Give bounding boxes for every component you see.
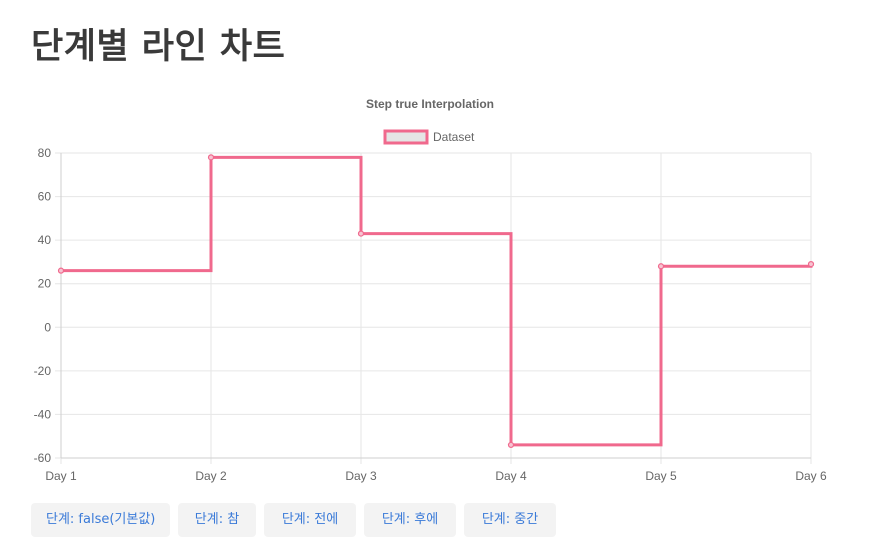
x-tick-label: Day 3 bbox=[345, 469, 377, 483]
data-point bbox=[807, 261, 815, 268]
series-line bbox=[61, 155, 813, 447]
x-tick-label: Day 6 bbox=[795, 469, 827, 483]
step-true-button[interactable]: 단계: 참 bbox=[178, 503, 256, 537]
data-point bbox=[57, 267, 65, 274]
x-tick-label: Day 2 bbox=[195, 469, 227, 483]
step-middle-button[interactable]: 단계: 중간 bbox=[464, 503, 556, 537]
page-title: 단계별 라인 차트 bbox=[31, 27, 286, 67]
x-tick-label: Day 4 bbox=[495, 469, 527, 483]
step-mode-buttons: 단계: false(기본값) 단계: 참 단계: 전에 단계: 후에 단계: 중… bbox=[31, 503, 556, 537]
data-point bbox=[657, 263, 665, 270]
y-tick-label: -60 bbox=[34, 451, 52, 465]
data-point bbox=[507, 441, 515, 449]
legend-label: Dataset bbox=[433, 130, 475, 144]
step-line-chart: Step true Interpolation Dataset 80 60 40 20 0 -… bbox=[34, 97, 827, 483]
y-tick-label: 80 bbox=[38, 146, 52, 160]
data-point bbox=[357, 230, 365, 237]
y-tick-label: -20 bbox=[34, 364, 52, 378]
step-false-button[interactable]: 단계: false(기본값) bbox=[31, 503, 170, 537]
step-before-button[interactable]: 단계: 전에 bbox=[264, 503, 356, 537]
x-tick-label: Day 1 bbox=[45, 469, 77, 483]
y-tick-label: 60 bbox=[38, 190, 52, 204]
x-tick-label: Day 5 bbox=[645, 469, 677, 483]
step-after-button[interactable]: 단계: 후에 bbox=[364, 503, 456, 537]
y-tick-label: 40 bbox=[38, 233, 52, 247]
legend-swatch bbox=[383, 129, 429, 145]
y-tick-label: -40 bbox=[34, 407, 52, 421]
y-tick-label: 20 bbox=[38, 277, 52, 291]
chart: Step true Interpolation Dataset 80 60 40 20 0 -… bbox=[34, 97, 827, 483]
y-tick-label: 0 bbox=[44, 320, 51, 334]
chart-title: Step true Interpolation bbox=[366, 97, 494, 111]
data-point bbox=[207, 154, 215, 161]
